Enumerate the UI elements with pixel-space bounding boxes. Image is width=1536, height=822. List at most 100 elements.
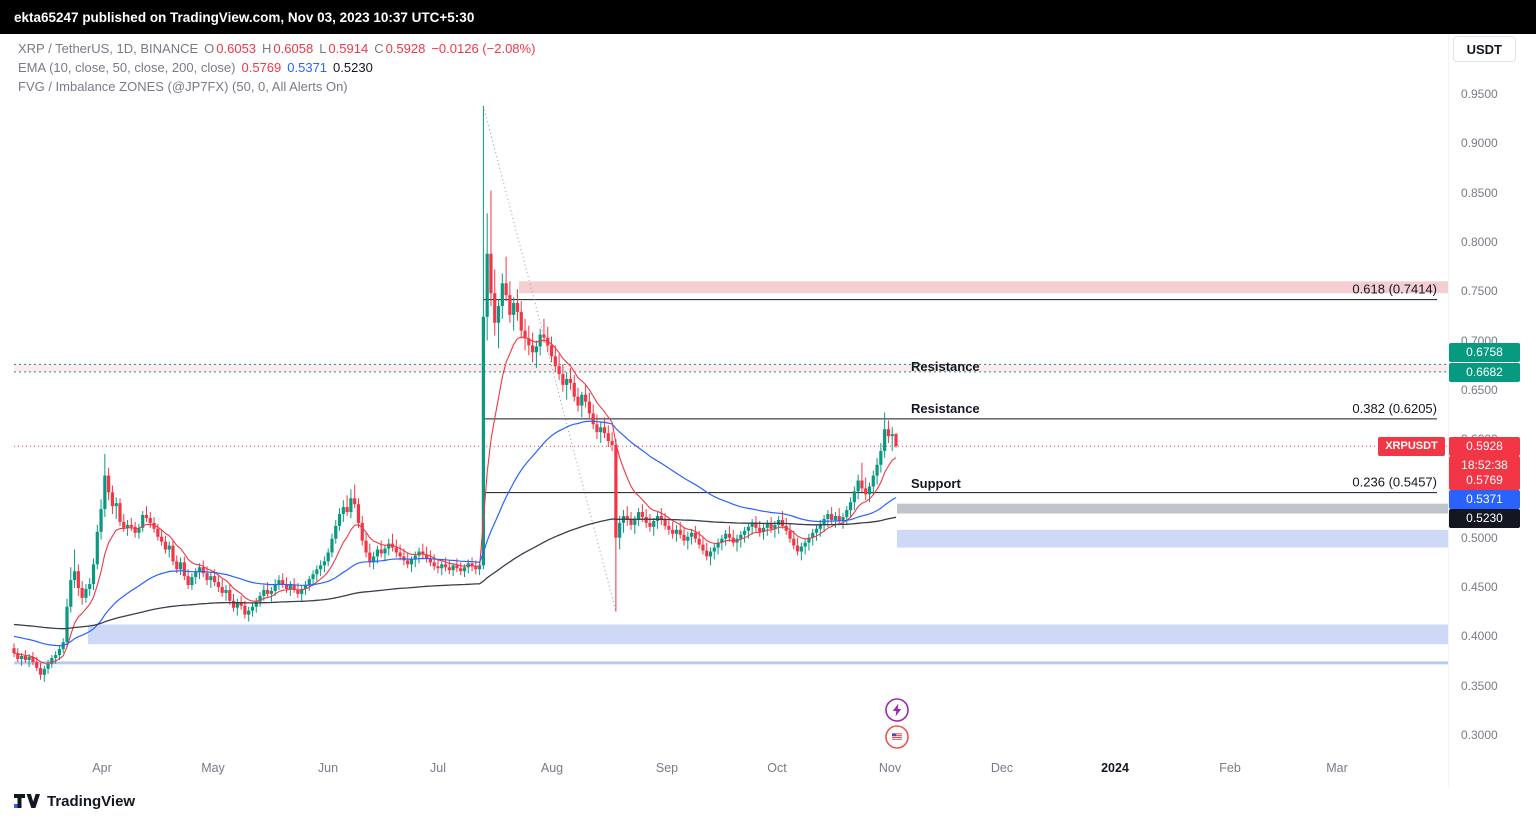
candlestick-chart[interactable]: 0.618 (0.7414) 0.382 (0.6205) 0.236 (0.545… [0,34,1448,788]
low-label: L [319,41,327,56]
fib-382-label: 0.382 (0.6205) [1352,401,1437,416]
candle-body [228,589,232,601]
publish-info: published on TradingView.com, Nov 03, 20… [78,9,475,25]
price-badge: 0.5230 [1449,508,1520,528]
time-axis[interactable]: Apr May Jun Jul Aug Sep Oct Nov Dec 2024 Feb Mar [0,760,1448,780]
candle-body [640,512,644,517]
candle-body [663,519,667,526]
candle-body [515,303,520,312]
candle-body [826,514,830,519]
candle-body [107,475,111,493]
candle-body [841,516,845,521]
blue-zone-0392-0412[interactable] [88,624,1448,645]
candle-body [383,548,387,554]
candle-body [871,475,875,487]
price-axis-tick: 0.9500 [1461,87,1498,101]
candle-body [277,580,281,585]
candle-body [95,531,99,565]
candle-body [372,556,376,563]
candle-body [875,464,879,476]
us-flag-stripe [892,738,902,740]
chart-legend: XRP / TetherUS, 1D, BINANCE O 0.6053 H 0… [18,39,535,96]
candle-body [500,283,504,306]
ema200-value: 0.5230 [333,60,373,75]
candle-body [527,338,531,346]
change-value: −0.0126 (−2.08%) [431,41,536,56]
candle-body [599,427,603,433]
candle-body [655,516,660,521]
candle-body [678,529,682,535]
currency-toggle-button[interactable]: USDT [1452,36,1516,62]
candle-body [163,541,168,550]
candle-body [652,520,656,527]
price-axis-tick: 0.9000 [1461,136,1498,151]
chart-area[interactable]: 0.618 (0.7414) 0.382 (0.6205) 0.236 (0.545… [0,34,1536,822]
candle-body [141,515,145,528]
candle-body [716,542,720,548]
candle-body [493,293,497,323]
candle-body [307,579,311,586]
symbol-price-label: XRPUSDT [1378,436,1445,456]
blue-zone-0490-0508[interactable] [897,529,1448,548]
candle-body [795,545,800,552]
candle-body [360,522,364,541]
fvg-zone-0748-0760[interactable] [519,281,1448,294]
fib-618-label: 0.618 (0.7414) [1352,282,1437,297]
candle-body [587,401,591,414]
candle-body [300,588,304,594]
candle-body [572,382,576,397]
candle-body [595,424,599,433]
candle-body [523,330,527,339]
candle-body [425,554,429,559]
candle-body [848,502,853,511]
tradingview-logo[interactable]: TradingView [14,793,135,810]
candle-body [137,527,141,533]
candle-body [818,523,822,529]
price-axis-tick: 0.4000 [1461,629,1498,644]
candle-body [443,564,448,568]
price-axis-tick: 0.8500 [1461,185,1498,200]
candle-body [262,589,266,596]
level-annotation: Support [911,475,961,491]
high-value: 0.6058 [273,41,314,56]
time-axis-label: Jun [317,761,339,775]
candle-body [830,514,834,520]
candle-body [470,563,474,567]
economic-event-us-flag[interactable] [885,725,909,749]
time-axis-label: Feb [1219,761,1241,775]
candle-body [485,253,489,317]
supply-zone-0668-0676[interactable] [14,364,1448,372]
candle-body [814,528,819,533]
candle-body [231,600,236,608]
candle-body [727,533,732,538]
candle-body [353,498,357,505]
candle-body [644,516,648,523]
gray-zone-0524-0534[interactable] [897,503,1448,514]
candle-body [35,661,39,668]
candle-body [406,560,410,565]
close-label: C [374,41,384,56]
time-axis-label: Nov [878,761,902,775]
ema-legend-row: EMA (10, close, 50, close, 200, close) 0… [18,58,535,77]
candle-body [633,518,637,525]
candle-body [243,605,247,615]
candle-body [319,565,323,570]
candle-body [701,544,705,551]
ema-indicator-title[interactable]: EMA (10, close, 50, close, 200, close) [18,60,236,75]
ema50-value: 0.5371 [287,60,328,75]
candle-body [337,514,342,526]
fvg-indicator-title[interactable]: FVG / Imbalance ZONES (@JP7FX) (50, 0, A… [18,79,348,94]
candle-body [625,516,629,520]
candle-body [481,316,485,566]
symbol-title[interactable]: XRP / TetherUS, 1D, BINANCE [18,41,199,56]
low-value: 0.5914 [328,41,369,56]
candle-body [182,562,186,577]
time-axis-label: Jul [430,761,446,775]
economic-event-lightning[interactable] [885,698,909,722]
candle-body [239,602,243,606]
candle-body [712,547,716,552]
candle-body [553,356,557,367]
candle-body [845,510,849,517]
candle-body [750,522,754,527]
candle-body [322,561,327,566]
